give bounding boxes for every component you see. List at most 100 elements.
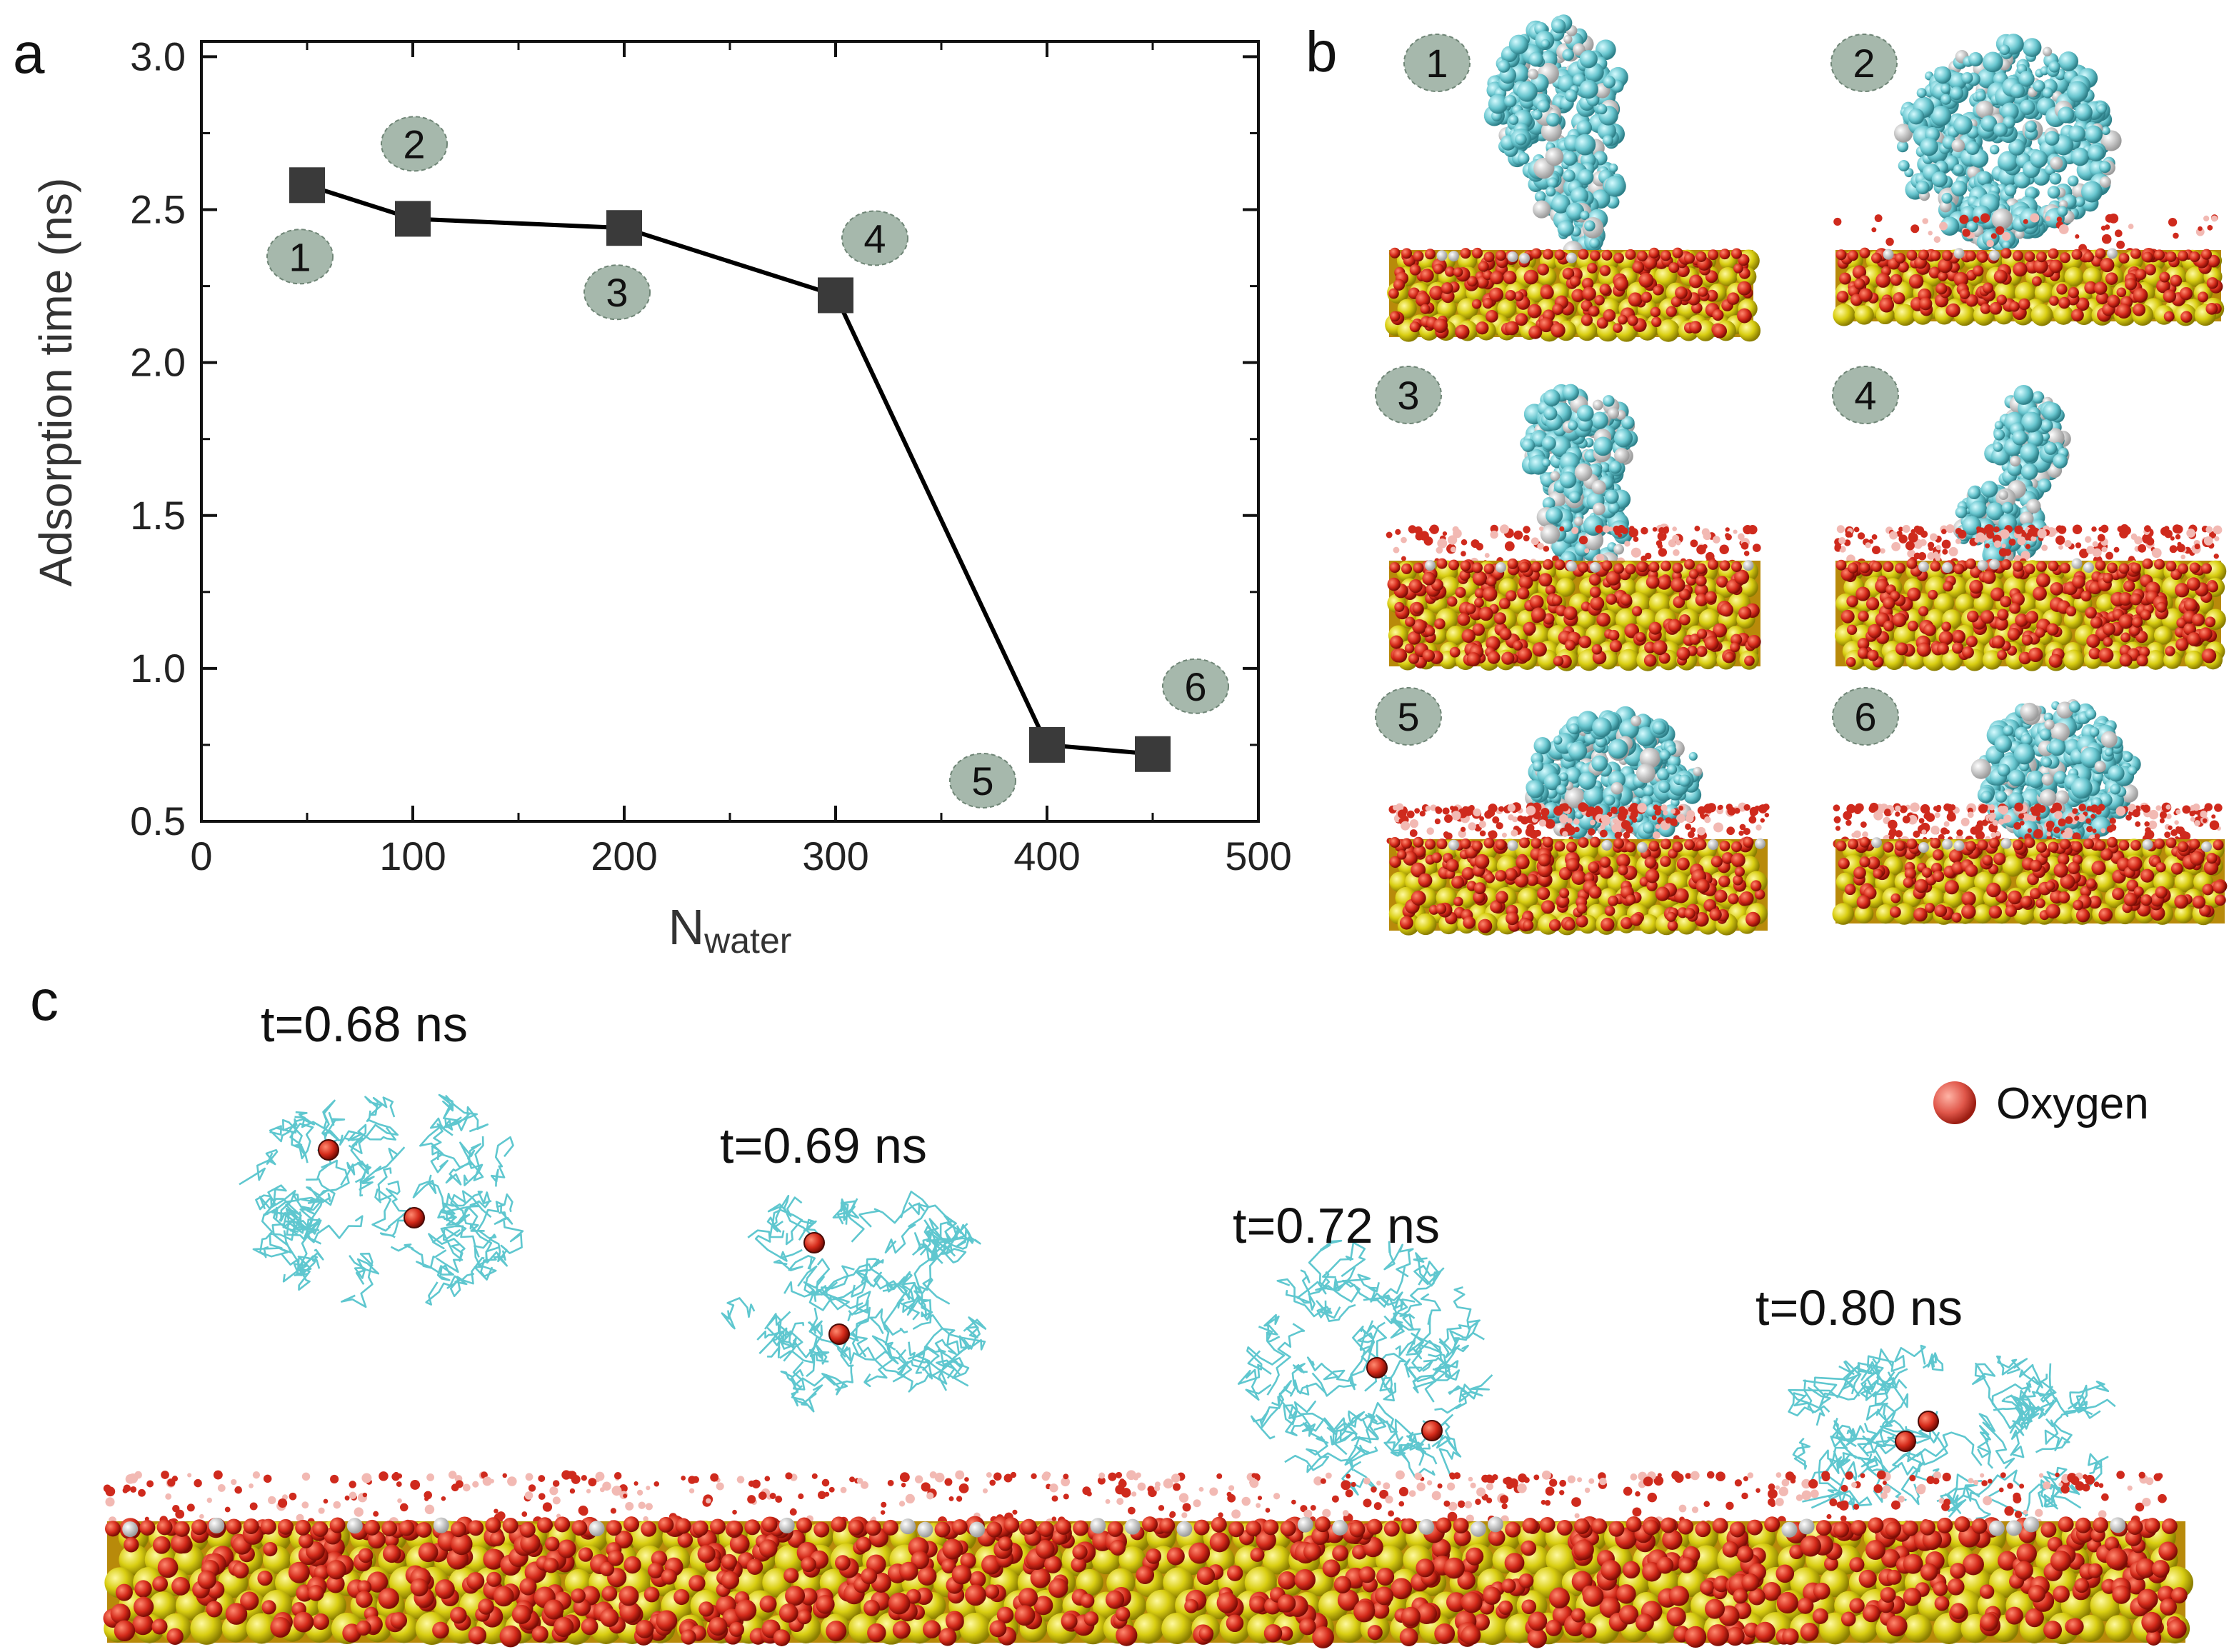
water-molecule	[1712, 536, 1720, 544]
oxygen-atom	[1737, 281, 1752, 296]
water-molecule	[2046, 831, 2051, 836]
oxygen-atom	[1840, 609, 1855, 624]
water-molecule	[1534, 829, 1541, 837]
oxygen-atom	[1476, 321, 1489, 335]
water-molecule	[1673, 549, 1680, 556]
protein-atom	[1678, 774, 1691, 787]
water-molecule	[1651, 815, 1657, 821]
water-molecule	[1733, 807, 1740, 814]
oxygen-atom	[1890, 274, 1903, 286]
badge-number: 2	[403, 121, 425, 166]
water-molecule	[1865, 542, 1871, 549]
surface-atom	[1448, 251, 1459, 262]
oxygen-atom	[1937, 642, 1949, 655]
surface-atom	[1472, 841, 1483, 852]
oxygen-atom	[1393, 648, 1408, 663]
silicon-atom	[1718, 267, 1738, 286]
protein-atom	[2099, 176, 2111, 188]
protein-atom	[1977, 171, 1992, 186]
oxygen-atom	[2073, 899, 2084, 911]
water-molecule	[1601, 814, 1611, 824]
water-molecule	[1918, 818, 1925, 824]
protein-backbone-segment	[747, 1229, 803, 1262]
oxygen-atom	[2098, 908, 2113, 922]
protein-atom	[2019, 99, 2035, 115]
oxygen-atom	[1518, 575, 1533, 590]
adsorption-time-chart: 0 100 200 300 400 500 0.51.01.52.02.53.0 1234…	[30, 34, 1292, 961]
surface-atom	[1989, 559, 2000, 570]
oxygen-atom	[2072, 575, 2085, 589]
protein-atom	[1659, 749, 1671, 761]
oxygen-atom	[1730, 853, 1745, 868]
silicon-atom	[1497, 299, 1517, 319]
surface-atom	[1401, 248, 1412, 259]
water-molecule	[1942, 549, 1948, 555]
oxygen-atom	[1859, 856, 1870, 868]
water-molecule	[1512, 816, 1518, 823]
water-molecule	[2019, 821, 2025, 826]
surface-atom	[2036, 841, 2047, 853]
water-molecule	[2189, 810, 2195, 817]
surface-atom	[2036, 251, 2047, 263]
protein-atom	[2010, 83, 2025, 99]
oxygen-atom	[1953, 631, 1965, 644]
water-molecule	[2072, 808, 2078, 814]
water-molecule	[1578, 802, 1588, 812]
water-molecule	[2144, 525, 2151, 533]
surface-atom	[2083, 251, 2094, 263]
y-axis-ticks: 0.51.01.52.02.53.0	[130, 34, 1258, 843]
water-molecule	[1990, 832, 1997, 838]
water-molecule	[1888, 819, 1898, 830]
water-molecule	[2054, 811, 2063, 819]
oxygen-atom	[2103, 573, 2113, 584]
water-molecule	[1948, 546, 1958, 557]
oxygen-atom	[1652, 640, 1668, 656]
surface-atom	[1695, 839, 1707, 851]
water-molecule	[1975, 831, 1985, 841]
water-molecule	[2128, 224, 2134, 229]
oxygen-atom	[1505, 290, 1516, 301]
protein-atom	[1993, 442, 2003, 452]
badge-ellipse	[949, 752, 1016, 809]
water-molecule	[1559, 814, 1568, 824]
protein-atom	[1574, 134, 1596, 156]
protein-atom	[1543, 406, 1558, 421]
oxygen-atom	[1944, 880, 1959, 895]
surface-atom	[2107, 248, 2118, 259]
oxygen-atom	[1641, 291, 1653, 303]
water-molecule	[2058, 544, 2063, 550]
protein-atom	[1953, 164, 1964, 175]
protein-atom	[1534, 191, 1546, 203]
water-molecule	[2115, 806, 2126, 816]
oxygen-atom	[1588, 306, 1599, 317]
oxygen-atom	[1858, 611, 1869, 622]
protein-atom	[2003, 725, 2014, 736]
water-molecule	[1478, 820, 1486, 828]
oxygen-atom	[1879, 297, 1895, 313]
surface-atom	[1543, 836, 1553, 848]
surface-atom	[1460, 248, 1471, 259]
water-molecule	[1754, 805, 1760, 811]
water-molecule	[1386, 531, 1393, 539]
surface-atom	[1672, 841, 1683, 853]
oxygen-atom	[1431, 852, 1442, 863]
oxygen-atom	[1523, 621, 1536, 635]
point-label-badge: 5	[949, 752, 1016, 809]
surface-atom	[1425, 560, 1436, 571]
water-molecule	[1888, 828, 1898, 836]
water-molecule	[1930, 826, 1940, 835]
water-molecule	[1415, 532, 1423, 541]
oxygen-atom	[1540, 285, 1554, 300]
water-molecule	[1983, 804, 1988, 810]
oxygen-atom	[1445, 266, 1456, 277]
surface-atom	[2048, 561, 2059, 572]
surface-atom	[1953, 248, 1965, 259]
surface-atom	[1953, 840, 1965, 851]
oxygen-atom	[1714, 889, 1728, 903]
water-molecule	[1726, 826, 1735, 836]
water-molecule	[1654, 809, 1661, 816]
oxygen-atom	[2130, 593, 2143, 606]
surface-atom	[1977, 839, 1988, 851]
water-molecule	[1962, 229, 1970, 237]
water-molecule	[2116, 240, 2125, 249]
